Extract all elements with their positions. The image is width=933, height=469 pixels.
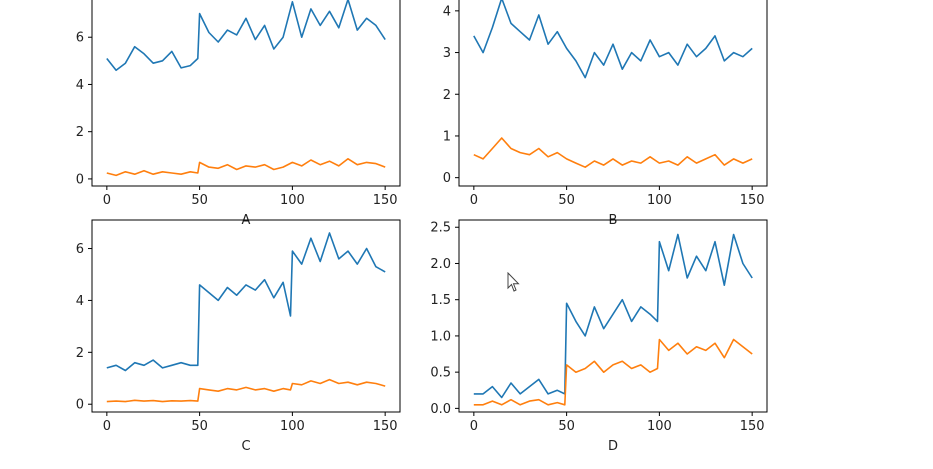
y-tick-label: 0: [76, 398, 84, 413]
y-tick-label: 0: [443, 171, 451, 186]
x-tick-label: 150: [373, 193, 398, 208]
axes-frame: [458, 0, 768, 187]
y-tick-label: 2: [76, 346, 84, 361]
y-tick-label: 0.5: [430, 366, 451, 381]
x-tick-label: 0: [470, 193, 478, 208]
mouse-cursor-icon: [507, 272, 520, 292]
series-line-1: [473, 233, 753, 399]
series-line-1: [106, 0, 386, 72]
x-tick-label: 100: [647, 193, 672, 208]
x-tick-label: 150: [740, 419, 765, 434]
x-tick-label: 0: [103, 419, 111, 434]
y-tick-label: 2.5: [430, 221, 451, 236]
x-tick-label: 100: [280, 193, 305, 208]
x-tick-label: 50: [558, 193, 575, 208]
subplot-top-left: 05010015002468A: [76, 0, 401, 228]
x-axis-label: C: [241, 439, 250, 454]
x-tick-label: 100: [280, 419, 305, 434]
y-tick-label: 1.5: [430, 293, 451, 308]
y-tick-label: 1: [443, 129, 451, 144]
y-tick-label: 4: [76, 78, 84, 93]
x-tick-label: 0: [470, 419, 478, 434]
axes-frame: [91, 219, 401, 413]
series-line-1: [106, 232, 386, 372]
series-line-1: [473, 0, 753, 79]
series-line-2: [106, 378, 386, 403]
y-tick-label: 0.0: [430, 402, 451, 417]
x-tick-label: 100: [647, 419, 672, 434]
y-tick-label: 1.0: [430, 329, 451, 344]
x-tick-label: 0: [103, 193, 111, 208]
axes-frame: [91, 0, 401, 187]
y-tick-label: 2.0: [430, 257, 451, 272]
axes-frame: [458, 219, 768, 413]
y-tick-label: 3: [443, 46, 451, 61]
x-tick-label: 50: [558, 419, 575, 434]
x-tick-label: 150: [740, 193, 765, 208]
series-line-2: [106, 158, 386, 177]
y-tick-label: 6: [76, 31, 84, 46]
series-line-2: [473, 338, 753, 406]
y-tick-label: 6: [76, 242, 84, 257]
y-tick-label: 4: [443, 4, 451, 19]
x-tick-label: 50: [191, 193, 208, 208]
x-tick-label: 50: [191, 419, 208, 434]
subplot-bottom-right: 0 50 100 150 0.0 0.5 1.0 1.5 2.0 2.5 D: [430, 219, 768, 454]
x-tick-label: 150: [373, 419, 398, 434]
y-tick-label: 2: [76, 125, 84, 140]
x-axis-label: D: [608, 439, 618, 454]
series-line-2: [473, 137, 753, 168]
y-tick-label: 0: [76, 172, 84, 187]
y-tick-label: 4: [76, 294, 84, 309]
y-tick-label: 2: [443, 88, 451, 103]
subplot-bottom-left: 0 50 100 150 0 2 4 6 C: [76, 219, 401, 454]
